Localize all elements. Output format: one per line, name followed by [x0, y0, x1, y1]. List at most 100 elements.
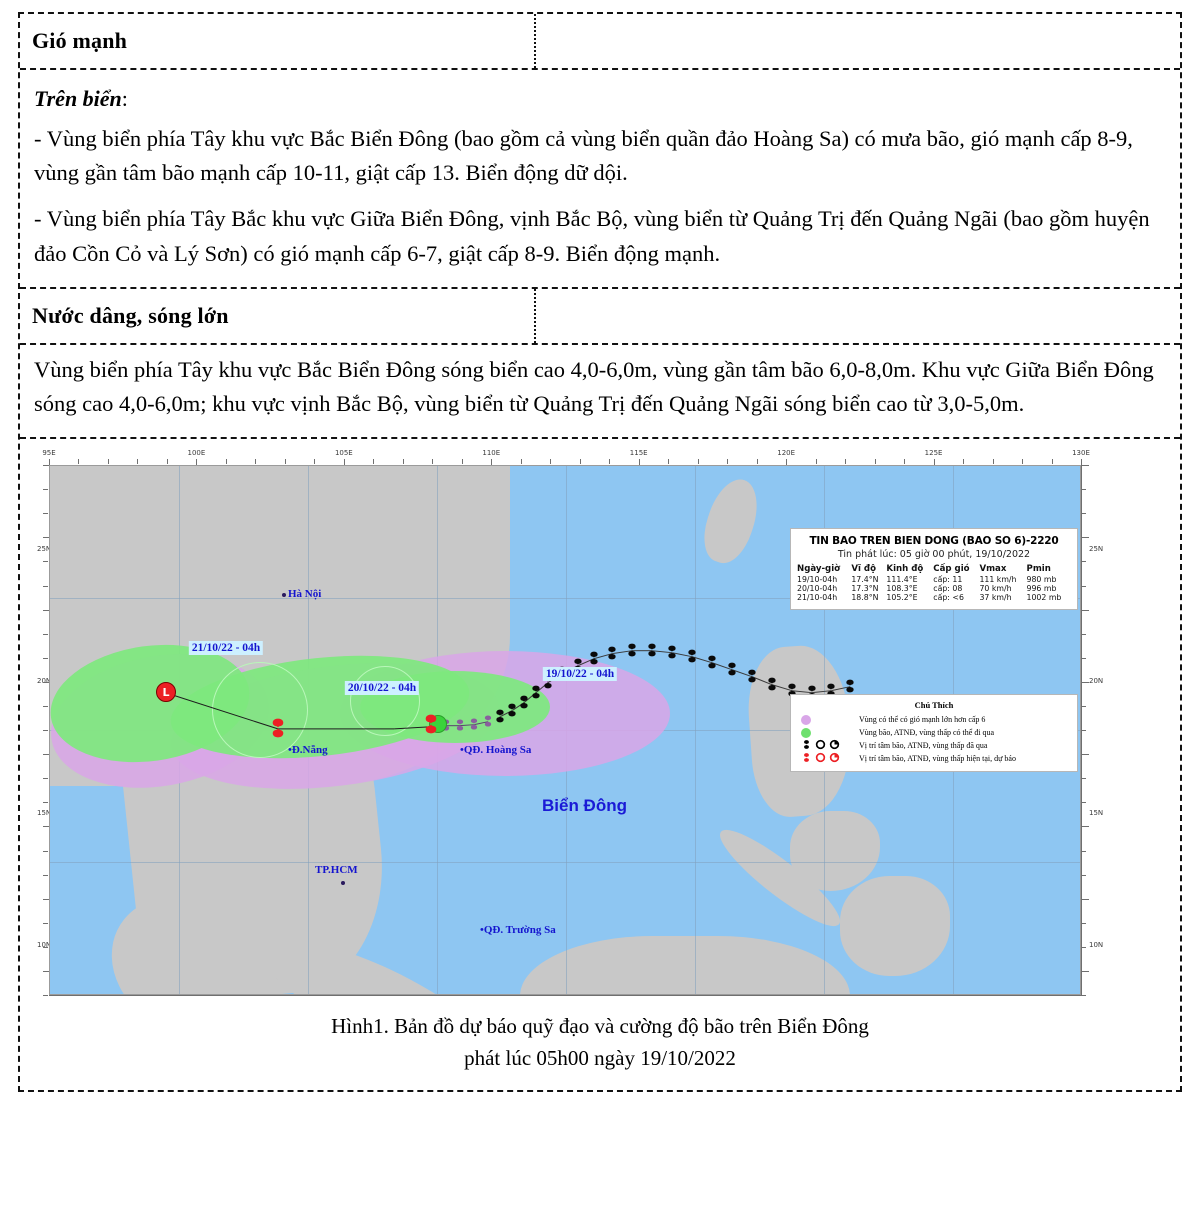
figure-row: 95E 100E 105E 110E 115E 120E 125E 130E 25N 25N 20N… — [20, 447, 1180, 1090]
lat-tick-right — [1081, 681, 1089, 683]
lon-tick — [579, 459, 581, 465]
lon-tick — [815, 459, 817, 465]
uncertainty-ring-19 — [350, 666, 420, 737]
cyclone-symbol-icon — [801, 750, 812, 768]
forecast-cell-1-2: 108.3°E — [886, 584, 918, 594]
lat-tick-left — [43, 874, 48, 876]
lat-tick-right — [1081, 465, 1089, 467]
lat-tick-left — [43, 922, 48, 924]
lat-tick-left — [43, 826, 51, 828]
city-label-truong-sa: •QĐ. Trường Sa — [480, 924, 556, 936]
section-body-wind: Trên biển: - Vùng biển phía Tây khu vực … — [20, 70, 1180, 289]
city-name-hoang-sa: QĐ. Hoàng Sa — [463, 744, 532, 757]
cyclone-symbol-icon — [815, 750, 826, 768]
lon-tick-label: 115E — [629, 449, 648, 458]
lat-tick-right — [1081, 585, 1086, 587]
subsection-lead-at-sea: Trên biển: — [34, 86, 1166, 112]
lon-tick — [491, 459, 493, 468]
lat-tick-left — [43, 489, 48, 491]
lon-tick — [874, 459, 876, 465]
legend-label: Vùng có thể có gió mạnh lớn hơn cấp 6 — [859, 715, 986, 725]
cyclone-marker-icon — [824, 683, 839, 698]
forecast-cell-2-4: 37 km/h — [979, 593, 1012, 603]
city-name-da-nang: Đ.Nẵng — [291, 744, 328, 757]
lon-tick-label: 105E — [334, 449, 353, 458]
lat-tick-right — [1081, 730, 1086, 732]
lat-tick-right — [1081, 778, 1086, 780]
graticule-parallel — [50, 598, 1080, 600]
cyclone-symbol-icon — [829, 737, 840, 755]
forecast-table: Ngày-giờ Vĩ độ Kinh độ Cấp gió Vmax Pmin 19/1… — [797, 564, 1071, 602]
map-canvas[interactable]: L 19/10/22 - 04h 20/10/22 - 04h 21/10/22 - … — [49, 465, 1081, 996]
lat-tick-left — [43, 995, 48, 997]
lat-tick-right — [1081, 995, 1086, 997]
forecast-row: 20/10-04h 17.3°N 108.3°E cấp: 08 70 km/h 996 … — [797, 584, 1071, 593]
cyclone-marker-icon — [267, 717, 289, 739]
lat-tick-right — [1081, 971, 1089, 973]
bulletin-table: Gió mạnh Trên biển: - Vùng biển phía Tây… — [18, 12, 1182, 1093]
lon-tick-label: 95E — [42, 449, 56, 458]
lon-tick — [166, 459, 168, 465]
forecast-row: 19/10-04h 17.4°N 111.4°E cấp: 11 111 km/h 980… — [797, 575, 1071, 584]
city-name-tp-hcm: TP.HCM — [315, 864, 358, 877]
forecast-cell-2-3: cấp: <6 — [933, 593, 964, 603]
cyclone-symbol-icon — [801, 737, 812, 755]
lon-tick — [255, 459, 257, 465]
city-label-tp-hcm: TP.HCM — [315, 864, 358, 888]
lat-tick-left — [43, 946, 48, 948]
lat-tick-label-right: 15N — [1089, 809, 1104, 818]
lat-tick-right — [1081, 802, 1086, 804]
lat-tick-label-left: 10N — [37, 941, 52, 950]
lon-tick — [845, 459, 847, 465]
legend-title: Chú Thích — [914, 700, 954, 711]
lat-tick-left — [43, 513, 48, 515]
lon-tick — [1051, 459, 1053, 465]
legend-items: Vùng có thể có gió mạnh lớn hơn cấp 6 Vùn… — [797, 713, 1071, 765]
cyclone-marker-icon — [517, 695, 532, 710]
lat-tick-right — [1081, 850, 1086, 852]
cyclone-marker-icon — [454, 719, 467, 732]
sea-label-bien-dong: Biển Đông — [542, 796, 627, 816]
lon-tick-label: 125E — [924, 449, 943, 458]
figure-caption: Hình1. Bản đồ dự báo quỹ đạo và cường độ… — [20, 1007, 1180, 1090]
cyclone-marker-icon — [685, 649, 700, 664]
forecast-cell-1-4: 70 km/h — [979, 584, 1012, 594]
lat-tick-left — [43, 657, 48, 659]
info-box-title: TIN BAO TREN BIEN DONG (BAO SO 6)-2220 — [809, 535, 1059, 548]
lon-tick — [786, 459, 788, 468]
city-prefix-da-nang: • — [288, 744, 292, 757]
forecast-cell-0-0: 19/10-04h — [797, 575, 838, 585]
map-axis-right — [1080, 465, 1082, 996]
legend-item: Vị trí tâm bão, ATNĐ, vùng thấp đã qua — [797, 739, 1071, 752]
legend-label: Vùng bão, ATNĐ, vùng thấp có thể đi qua — [859, 728, 995, 738]
figure-caption-line2: phát lúc 05h00 ngày 19/10/2022 — [464, 1045, 736, 1070]
cyclone-marker-icon — [493, 709, 508, 724]
cyclone-marker-icon — [505, 703, 520, 718]
forecast-col-0: Ngày-giờ — [797, 564, 841, 575]
legend-swatch-icon — [801, 727, 811, 738]
lat-tick-left — [43, 802, 48, 804]
lat-tick-right — [1081, 754, 1089, 756]
forecast-col-4: Vmax — [979, 564, 1007, 575]
lat-tick-left — [43, 754, 51, 756]
forecast-table-body: 19/10-04h 17.4°N 111.4°E cấp: 11 111 km/h 980… — [797, 575, 1071, 602]
lon-tick — [314, 459, 316, 465]
cyclone-marker-icon — [605, 646, 620, 661]
track-segment — [278, 728, 394, 730]
lat-tick-right — [1081, 513, 1086, 515]
city-name-truong-sa: QĐ. Trường Sa — [483, 924, 556, 937]
lat-tick-label-left: 20N — [37, 677, 51, 685]
lat-tick-right — [1081, 946, 1086, 948]
forecast-cell-1-0: 20/10-04h — [797, 584, 838, 594]
lat-tick-right — [1081, 489, 1086, 491]
lon-tick-label: 100E — [187, 449, 206, 458]
lat-tick-right — [1081, 706, 1086, 708]
legend-item: Vùng có thể có gió mạnh lớn hơn cấp 6 — [797, 713, 1071, 726]
lon-tick — [963, 459, 965, 465]
cyclone-marker-icon — [665, 645, 680, 660]
forecast-cell-2-2: 105.2°E — [886, 593, 918, 603]
lon-tick — [756, 459, 758, 465]
lon-tick — [343, 459, 345, 468]
lat-tick-left — [43, 465, 51, 467]
forecast-col-1: Vĩ độ — [851, 564, 876, 575]
